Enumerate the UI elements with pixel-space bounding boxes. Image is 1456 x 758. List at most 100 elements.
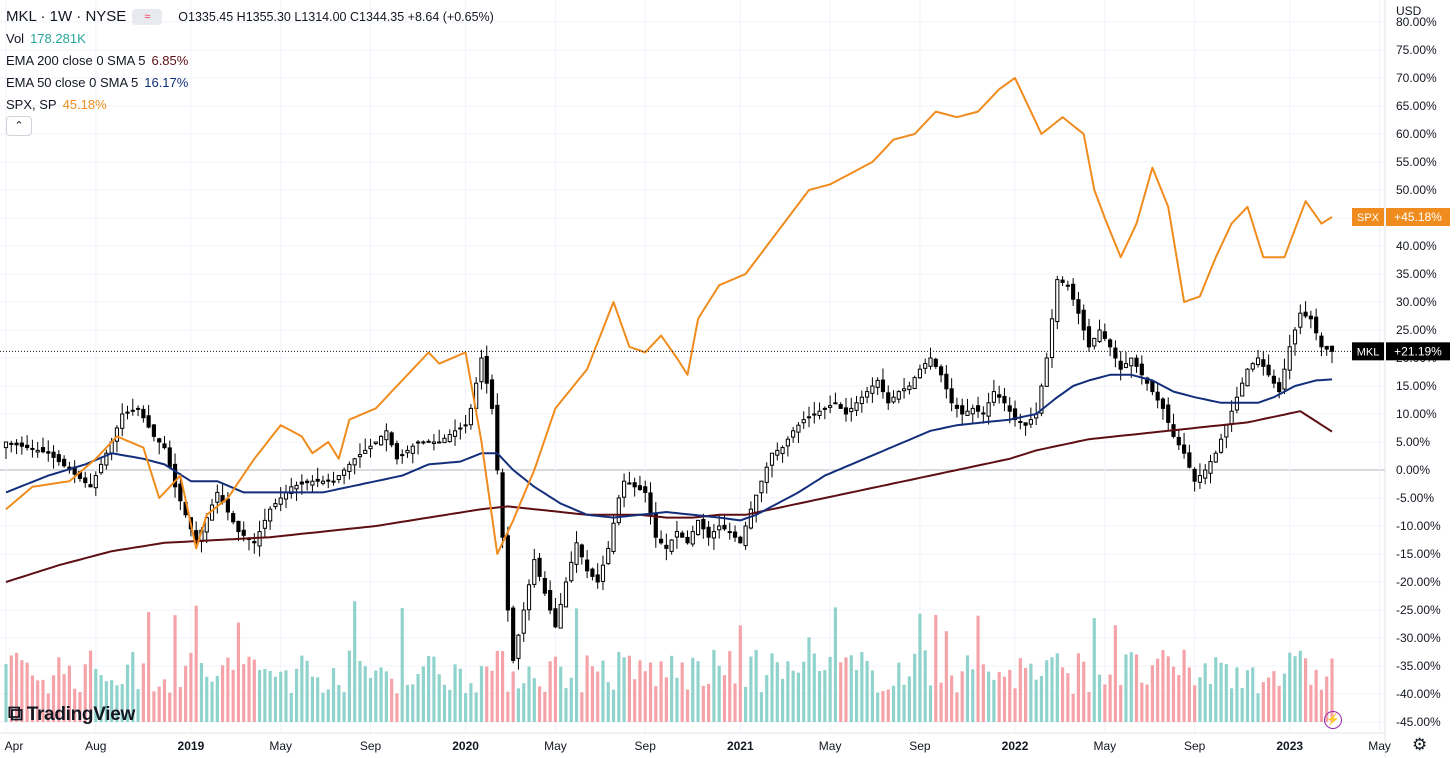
y-tick-label: -5.00% — [1396, 491, 1434, 505]
legend-ema50-row[interactable]: EMA 50 close 0 SMA 5 16.17% — [6, 72, 494, 94]
mkl-candles — [3, 275, 1335, 670]
volume-bar — [876, 692, 880, 722]
candle-body — [310, 480, 315, 486]
candle-body — [141, 408, 146, 419]
candle-body — [1055, 279, 1060, 323]
volume-bar — [664, 677, 668, 722]
volume-bar — [1240, 687, 1244, 722]
volume-bar — [617, 652, 621, 722]
candle-body — [1039, 385, 1044, 414]
volume-bar — [178, 687, 182, 722]
volume-bar — [860, 651, 864, 722]
gear-icon[interactable]: ⚙ — [1412, 735, 1428, 754]
legend-vol-row[interactable]: Vol 178.281K — [6, 28, 494, 50]
y-tick-label: -35.00% — [1396, 659, 1441, 673]
candle-body — [526, 584, 532, 611]
volume-bar — [1224, 664, 1228, 722]
candle-body — [1298, 312, 1303, 328]
candle-body — [262, 519, 267, 529]
candle-body — [960, 405, 965, 415]
volume-bar — [559, 666, 563, 722]
volume-bar — [67, 665, 71, 722]
candle-body — [754, 494, 759, 513]
volume-bar — [527, 666, 531, 722]
candle-body — [986, 402, 991, 417]
volume-bar — [437, 674, 441, 722]
volume-bar — [390, 678, 394, 722]
volume-bar — [210, 681, 214, 722]
volume-bar — [252, 659, 256, 722]
volume-bar — [1097, 674, 1102, 722]
volume-bar — [1193, 685, 1197, 722]
candle-body — [1203, 469, 1208, 479]
candle-body — [680, 532, 685, 538]
volume-bar — [395, 693, 399, 722]
y-tick-label: 15.00% — [1396, 379, 1437, 393]
candle-body — [299, 481, 304, 485]
candle-body — [516, 634, 521, 659]
candle-body — [569, 561, 574, 582]
volume-bar — [57, 657, 61, 722]
volume-bar — [268, 670, 272, 722]
candle-body — [970, 407, 975, 415]
candle-body — [1108, 339, 1113, 348]
volume-bar — [1230, 688, 1234, 722]
legend-ema200-row[interactable]: EMA 200 close 0 SMA 5 6.85% — [6, 50, 494, 72]
candle-body — [548, 590, 553, 611]
volume-bar — [738, 625, 742, 722]
symbol-title[interactable]: MKL · 1W · NYSE — [6, 8, 127, 25]
volume-bar — [358, 660, 362, 722]
candle-body — [172, 463, 178, 488]
volume-bar — [1214, 657, 1218, 722]
candle-body — [135, 407, 141, 410]
candle-body — [1255, 357, 1261, 366]
volume-bar — [279, 671, 283, 722]
candle-body — [394, 443, 400, 460]
volume-bar — [1124, 654, 1128, 722]
candle-body — [738, 536, 743, 544]
volume-bar — [923, 650, 927, 722]
ema50-value: 16.17% — [144, 75, 189, 90]
candle-body — [500, 472, 505, 538]
ema200-label: EMA 200 close 0 SMA 5 — [6, 53, 146, 68]
volume-bar — [495, 650, 499, 722]
candle-body — [505, 535, 510, 611]
candle-body — [722, 524, 727, 530]
volume-bar — [83, 664, 87, 722]
volume-bar — [590, 666, 594, 722]
volume-bar — [1235, 667, 1239, 722]
volume-bar — [1309, 684, 1313, 722]
candle-body — [421, 441, 426, 444]
volume-bar — [775, 662, 779, 722]
volume-bar — [78, 691, 82, 722]
volume-bar — [1245, 670, 1250, 722]
tag-symbol-box — [1352, 207, 1384, 226]
candle-body — [336, 475, 341, 481]
volume-bar — [231, 669, 235, 722]
currency-selector[interactable]: USD — [1396, 4, 1422, 18]
compare-icon[interactable]: ≈ — [132, 9, 163, 25]
legend-spx-row[interactable]: SPX, SP 45.18% — [6, 94, 494, 116]
volume-bar — [1171, 666, 1176, 722]
y-tick-label: -30.00% — [1396, 631, 1441, 645]
volume-bar — [194, 605, 198, 722]
candle-body — [315, 478, 320, 482]
volume-bar — [1208, 684, 1213, 722]
lightning-icon[interactable]: ⚡ — [1324, 711, 1342, 729]
candle-body — [1250, 363, 1255, 370]
y-tick-label: 50.00% — [1396, 183, 1437, 197]
candle-body — [732, 531, 738, 538]
candle-body — [1240, 382, 1245, 397]
volume-bar — [759, 692, 764, 722]
volume-bars — [4, 601, 1334, 722]
volume-bar — [501, 651, 505, 722]
chevron-up-icon[interactable]: ⌃ — [6, 116, 32, 136]
volume-bar — [786, 661, 790, 722]
volume-bar — [305, 660, 309, 722]
volume-bar — [849, 655, 853, 722]
volume-bar — [215, 675, 219, 722]
candle-body — [928, 357, 933, 367]
candle-body — [674, 531, 680, 538]
candle-body — [104, 452, 109, 466]
